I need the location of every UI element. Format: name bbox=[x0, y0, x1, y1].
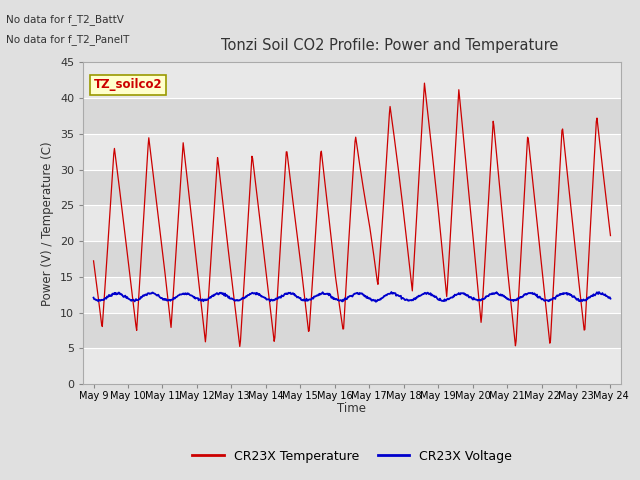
Bar bbox=[83, 205, 621, 241]
Bar bbox=[83, 134, 621, 169]
Text: No data for f_T2_BattV: No data for f_T2_BattV bbox=[6, 14, 124, 25]
Text: TZ_soilco2: TZ_soilco2 bbox=[94, 79, 163, 92]
Bar bbox=[83, 348, 621, 384]
Bar bbox=[83, 62, 621, 98]
Text: No data for f_T2_PanelT: No data for f_T2_PanelT bbox=[6, 34, 130, 45]
Bar bbox=[83, 98, 621, 134]
X-axis label: Time: Time bbox=[337, 402, 367, 415]
Bar bbox=[83, 277, 621, 312]
Bar bbox=[83, 169, 621, 205]
Bar bbox=[83, 241, 621, 277]
Title: Tonzi Soil CO2 Profile: Power and Temperature: Tonzi Soil CO2 Profile: Power and Temper… bbox=[221, 38, 558, 53]
Bar bbox=[83, 312, 621, 348]
Y-axis label: Power (V) / Temperature (C): Power (V) / Temperature (C) bbox=[42, 141, 54, 305]
Legend: CR23X Temperature, CR23X Voltage: CR23X Temperature, CR23X Voltage bbox=[188, 445, 516, 468]
